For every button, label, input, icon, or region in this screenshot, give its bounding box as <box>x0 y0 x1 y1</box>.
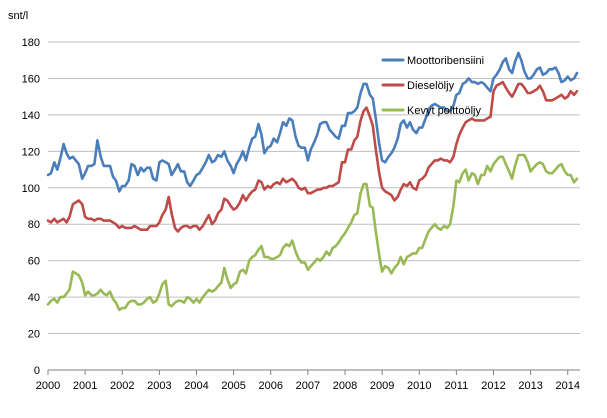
x-tick-label-2002: 2002 <box>110 380 134 392</box>
x-tick-label-2011: 2011 <box>445 380 469 392</box>
y-tick-label-0: 0 <box>34 365 40 377</box>
x-tick-label-2003: 2003 <box>147 380 171 392</box>
x-tick-label-2013: 2013 <box>518 380 542 392</box>
legend-label-3: Kevyt polttoöljy <box>407 105 481 117</box>
x-tick-label-2006: 2006 <box>259 380 283 392</box>
legend-label-2: Dieselöljy <box>407 80 455 92</box>
y-tick-label-40: 40 <box>28 292 40 304</box>
y-tick-label-140: 140 <box>22 110 40 122</box>
gridlines <box>47 41 580 375</box>
y-tick-label-80: 80 <box>28 219 40 231</box>
series-line-3 <box>46 153 579 312</box>
x-tick-label-2005: 2005 <box>221 380 245 392</box>
x-tick-label-2007: 2007 <box>296 380 320 392</box>
x-axis-tick-labels: 2000 2001 2002 2003 2004 2005 2006 2007 2008 2009… <box>36 380 580 392</box>
y-tick-label-100: 100 <box>22 183 40 195</box>
y-tick-label-60: 60 <box>28 256 40 268</box>
x-tick-label-2000: 2000 <box>36 380 60 392</box>
x-tick-label-2012: 2012 <box>481 380 505 392</box>
y-tick-label-160: 160 <box>22 73 40 85</box>
x-tick-label-2001: 2001 <box>73 380 97 392</box>
x-tick-label-2008: 2008 <box>333 380 357 392</box>
series-lines <box>46 51 579 312</box>
y-tick-label-180: 180 <box>22 37 40 49</box>
legend-label-1: Moottoribensiini <box>407 55 484 67</box>
series-line-1 <box>46 51 579 193</box>
y-tick-label-20: 20 <box>28 329 40 341</box>
y-axis-tick-labels: 0 20 40 60 80 100 120 140 160 180 <box>22 37 40 377</box>
x-tick-label-2009: 2009 <box>370 380 394 392</box>
series-line-2 <box>46 80 579 233</box>
x-tick-label-2010: 2010 <box>407 380 431 392</box>
y-tick-label-120: 120 <box>22 146 40 158</box>
x-tick-label-2004: 2004 <box>184 380 208 392</box>
legend: Moottoribensiini Dieselöljy Kevyt polttoöl… <box>381 55 484 117</box>
x-tick-label-2014: 2014 <box>556 380 580 392</box>
y-axis-unit-label: snt/l <box>8 10 28 22</box>
